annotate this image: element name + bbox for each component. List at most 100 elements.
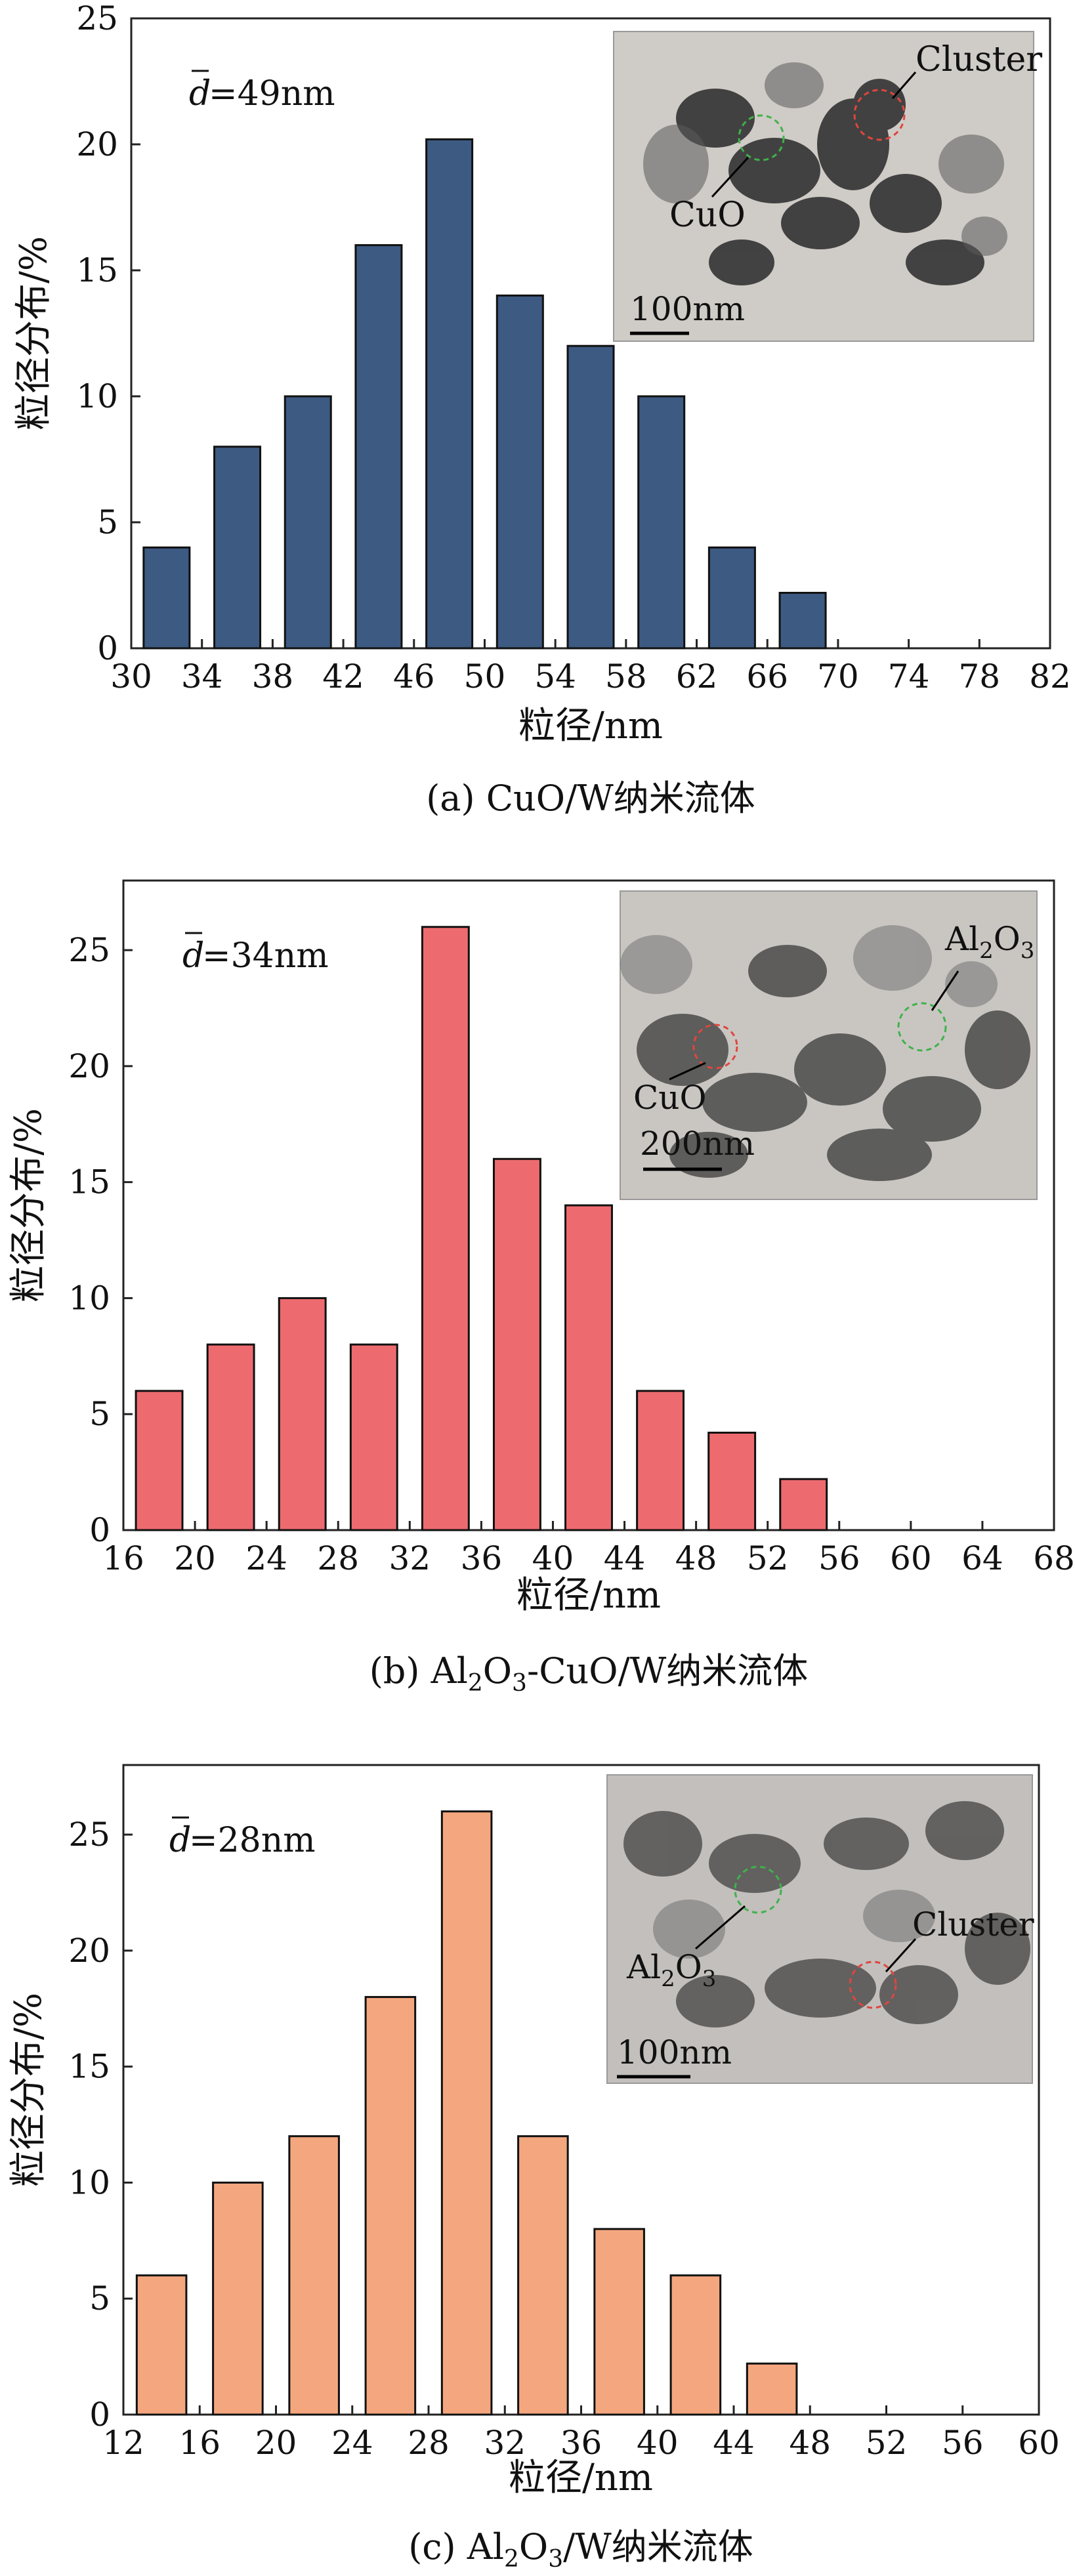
inset-label-cluster: Cluster bbox=[912, 1905, 1034, 1943]
bar bbox=[142, 546, 191, 650]
bar bbox=[517, 2135, 569, 2416]
y-tick-label: 20 bbox=[68, 1047, 110, 1085]
panel-caption: (a) CuO/W纳米流体 bbox=[426, 778, 755, 819]
x-ticks-a: 30 34 38 42 46 50 54 58 62 66 70 74 78 82 bbox=[110, 639, 1071, 696]
bar bbox=[288, 2135, 340, 2416]
y-axis-label: 粒径分布/% bbox=[7, 1993, 50, 2187]
x-tick-label: 56 bbox=[942, 2424, 984, 2462]
x-tick-label: 60 bbox=[1018, 2424, 1060, 2462]
chart-panel-b: 0 5 10 15 20 25 16 20 24 28 32 36 40 44 48 52 56 60 64 68 … bbox=[0, 853, 1075, 1713]
x-tick-label: 64 bbox=[961, 1539, 1003, 1577]
bar bbox=[669, 2274, 722, 2416]
y-ticks-c: 0 5 10 15 20 25 bbox=[68, 1816, 133, 2434]
x-tick-label: 60 bbox=[890, 1539, 932, 1577]
y-tick-label: 25 bbox=[76, 0, 118, 37]
x-ticks-c: 12 16 20 24 28 32 36 40 44 48 52 56 60 bbox=[102, 2405, 1060, 2462]
inset-label-al2o3: Al2O3 bbox=[944, 920, 1034, 964]
bar bbox=[421, 926, 470, 1531]
x-tick-label: 36 bbox=[560, 2424, 602, 2462]
mean-label: =28nm bbox=[189, 1821, 316, 1860]
x-tick-label: 46 bbox=[393, 657, 435, 696]
x-tick-label: 44 bbox=[604, 1539, 646, 1577]
x-tick-label: 48 bbox=[789, 2424, 831, 2462]
bar bbox=[566, 344, 615, 650]
mean-symbol: d bbox=[182, 936, 204, 976]
y-tick-label: 10 bbox=[76, 377, 118, 415]
bar bbox=[425, 138, 474, 650]
y-tick-label: 25 bbox=[68, 931, 110, 969]
inset-scale-label: 100nm bbox=[617, 2033, 732, 2071]
y-ticks-a: 0 5 10 15 20 25 bbox=[76, 0, 140, 667]
x-tick-label: 30 bbox=[110, 657, 152, 696]
panel-caption: (b) Al2O3-CuO/W纳米流体 bbox=[369, 1650, 809, 1697]
x-tick-label: 24 bbox=[245, 1539, 287, 1577]
x-tick-label: 78 bbox=[958, 657, 1000, 696]
bar bbox=[707, 1432, 757, 1531]
x-tick-label: 68 bbox=[1033, 1539, 1075, 1577]
y-tick-label: 5 bbox=[89, 2279, 110, 2317]
tem-inset-a bbox=[613, 31, 1034, 342]
bar bbox=[636, 1390, 685, 1531]
x-tick-label: 40 bbox=[532, 1539, 574, 1577]
panel-caption: (c) Al2O3/W纳米流体 bbox=[408, 2526, 753, 2573]
x-tick-label: 20 bbox=[174, 1539, 216, 1577]
x-tick-label: 24 bbox=[331, 2424, 373, 2462]
y-tick-label: 20 bbox=[68, 1932, 110, 1970]
y-tick-label: 10 bbox=[68, 2163, 110, 2201]
y-axis-label: 粒径分布/% bbox=[7, 1108, 50, 1302]
inset-label-cuo: CuO bbox=[669, 196, 746, 235]
x-tick-label: 44 bbox=[713, 2424, 755, 2462]
x-tick-label: 50 bbox=[464, 657, 506, 696]
bar bbox=[364, 1996, 417, 2416]
tem-inset-c bbox=[606, 1774, 1033, 2084]
bar bbox=[278, 1297, 327, 1531]
x-tick-label: 54 bbox=[534, 657, 576, 696]
bar bbox=[135, 2274, 188, 2416]
x-tick-label: 40 bbox=[637, 2424, 679, 2462]
y-axis-label: 粒径分布/% bbox=[12, 236, 55, 430]
bar bbox=[206, 1343, 255, 1531]
x-axis-label: 粒径/nm bbox=[518, 705, 663, 747]
x-tick-label: 70 bbox=[817, 657, 859, 696]
inset-label-cluster: Cluster bbox=[916, 40, 1042, 79]
bars-c bbox=[135, 1810, 798, 2416]
x-tick-label: 20 bbox=[255, 2424, 297, 2462]
inset-scale-label: 100nm bbox=[630, 290, 745, 328]
bar bbox=[135, 1390, 184, 1531]
y-tick-label: 0 bbox=[89, 2396, 110, 2434]
x-axis-label: 粒径/nm bbox=[516, 1574, 661, 1617]
inset-label-cuo: CuO bbox=[633, 1079, 706, 1117]
bar bbox=[779, 1478, 828, 1531]
x-axis-label: 粒径/nm bbox=[509, 2457, 653, 2499]
x-tick-label: 12 bbox=[102, 2424, 144, 2462]
x-tick-label: 34 bbox=[181, 657, 223, 696]
y-tick-label: 5 bbox=[97, 503, 118, 541]
mean-symbol: d bbox=[189, 74, 211, 114]
y-tick-label: 0 bbox=[97, 629, 118, 667]
y-tick-label: 15 bbox=[68, 2048, 110, 2086]
bar bbox=[284, 395, 332, 650]
x-tick-label: 56 bbox=[818, 1539, 860, 1577]
mean-symbol: d bbox=[169, 1821, 191, 1860]
bar bbox=[212, 2181, 264, 2416]
x-tick-label: 62 bbox=[676, 657, 718, 696]
bars-b bbox=[135, 926, 828, 1531]
bars-a bbox=[142, 138, 827, 650]
x-tick-label: 32 bbox=[484, 2424, 526, 2462]
y-tick-label: 10 bbox=[68, 1279, 110, 1317]
bar bbox=[213, 446, 262, 650]
y-tick-label: 15 bbox=[68, 1163, 110, 1201]
bar bbox=[593, 2228, 645, 2416]
bar bbox=[637, 395, 686, 650]
bar bbox=[746, 2362, 798, 2416]
bar bbox=[564, 1204, 613, 1531]
x-tick-label: 52 bbox=[747, 1539, 789, 1577]
chart-c-svg: 0 5 10 15 20 25 12 16 20 24 28 32 36 40 44 48 52 56 60 Cl… bbox=[7, 1764, 1060, 2573]
chart-panel-a: 0 5 10 15 20 25 30 34 38 42 46 50 54 58 62 66 70 74 78 82 … bbox=[0, 0, 1075, 853]
x-tick-label: 48 bbox=[675, 1539, 717, 1577]
bar bbox=[707, 546, 756, 650]
x-tick-label: 58 bbox=[605, 657, 647, 696]
x-tick-label: 82 bbox=[1029, 657, 1071, 696]
